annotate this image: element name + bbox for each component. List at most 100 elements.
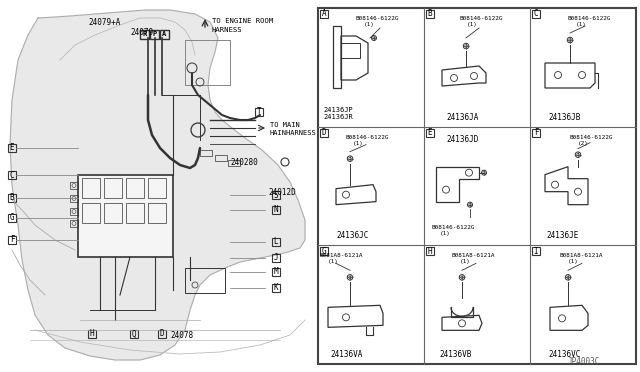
Bar	[150, 30, 159, 39]
Text: B081A8-6121A: B081A8-6121A	[452, 253, 495, 258]
Bar	[185, 40, 230, 85]
Bar	[532, 10, 540, 18]
Bar	[126, 178, 144, 198]
Bar	[532, 247, 540, 255]
Text: (1): (1)	[364, 22, 375, 27]
Bar	[82, 203, 100, 223]
Bar	[320, 129, 328, 137]
Text: (2): (2)	[578, 141, 589, 146]
Bar	[8, 144, 16, 152]
Bar	[272, 206, 280, 214]
Text: 24136VC: 24136VC	[548, 350, 580, 359]
Text: M: M	[274, 267, 278, 276]
Bar	[70, 195, 78, 202]
Text: B081A8-6121A: B081A8-6121A	[560, 253, 604, 258]
Text: I: I	[534, 247, 538, 256]
Text: 24012D: 24012D	[268, 188, 296, 197]
Text: H: H	[90, 330, 94, 339]
Bar	[426, 247, 434, 255]
Text: (1): (1)	[467, 22, 478, 27]
Bar	[228, 160, 240, 166]
Bar	[140, 30, 149, 39]
Bar	[426, 10, 434, 18]
Text: C: C	[534, 10, 538, 19]
Text: H: H	[428, 247, 432, 256]
Text: TO MAIN: TO MAIN	[270, 122, 300, 128]
Bar	[532, 129, 540, 137]
Text: F: F	[10, 235, 14, 244]
Text: 24136JB: 24136JB	[548, 113, 580, 122]
Text: B08146-6122G: B08146-6122G	[432, 225, 476, 230]
Bar	[160, 30, 169, 39]
Text: B08146-6122G: B08146-6122G	[459, 16, 502, 21]
Text: 24136JP: 24136JP	[323, 107, 353, 113]
Text: HAINHARNESS: HAINHARNESS	[270, 130, 317, 136]
Text: (1): (1)	[576, 22, 587, 27]
Text: (1): (1)	[328, 259, 339, 264]
Text: P: P	[152, 32, 157, 38]
Text: B08146-6122G: B08146-6122G	[570, 135, 614, 140]
Text: (1): (1)	[440, 231, 451, 236]
Text: 24136JE: 24136JE	[546, 231, 579, 240]
Text: 24136VB: 24136VB	[439, 350, 472, 359]
Bar	[333, 26, 341, 88]
Text: F: F	[534, 128, 538, 137]
Bar	[130, 330, 138, 338]
Text: (1): (1)	[460, 259, 471, 264]
Text: 24136VA: 24136VA	[330, 350, 362, 359]
Text: (1): (1)	[353, 141, 364, 146]
Bar	[318, 8, 636, 364]
Text: D: D	[322, 128, 326, 137]
Text: T: T	[257, 108, 261, 116]
Bar	[185, 268, 225, 293]
Bar	[272, 268, 280, 276]
Text: E: E	[428, 128, 432, 137]
Text: A: A	[322, 10, 326, 19]
Text: 24079+A: 24079+A	[88, 18, 120, 27]
Text: 24136JC: 24136JC	[336, 231, 369, 240]
Text: E: E	[10, 144, 14, 153]
Text: B08146-6122G: B08146-6122G	[356, 16, 399, 21]
Text: K: K	[274, 283, 278, 292]
Text: HARNESS: HARNESS	[212, 27, 243, 33]
Text: J: J	[274, 253, 278, 263]
Bar	[70, 208, 78, 215]
Text: C: C	[10, 170, 14, 180]
Text: 24136JD: 24136JD	[446, 135, 478, 144]
Text: B081A8-6121A: B081A8-6121A	[320, 253, 364, 258]
Text: R: R	[142, 32, 147, 38]
Bar	[8, 171, 16, 179]
Text: G: G	[10, 214, 14, 222]
Text: Q: Q	[132, 330, 136, 339]
Text: G: G	[322, 247, 326, 256]
Bar	[70, 182, 78, 189]
Polygon shape	[10, 10, 305, 360]
Bar	[320, 10, 328, 18]
Bar	[78, 175, 173, 257]
Text: 24078: 24078	[170, 331, 193, 340]
Bar	[426, 129, 434, 137]
Text: B08146-6122G: B08146-6122G	[346, 135, 390, 140]
Text: D: D	[160, 330, 164, 339]
Text: A: A	[163, 32, 166, 38]
Text: 24136JA: 24136JA	[446, 113, 478, 122]
Bar	[320, 247, 328, 255]
Bar	[272, 284, 280, 292]
Bar	[104, 178, 122, 198]
Bar	[82, 178, 100, 198]
Text: B: B	[10, 193, 14, 202]
Bar	[8, 214, 16, 222]
Bar	[148, 178, 166, 198]
Text: 24136JR: 24136JR	[323, 114, 353, 120]
Bar	[8, 236, 16, 244]
Bar	[158, 330, 166, 338]
Bar	[148, 203, 166, 223]
Text: S: S	[274, 190, 278, 199]
Text: B: B	[428, 10, 432, 19]
Text: B08146-6122G: B08146-6122G	[568, 16, 611, 21]
Bar	[185, 40, 230, 85]
Bar	[70, 220, 78, 227]
Text: N: N	[274, 205, 278, 215]
Text: (1): (1)	[568, 259, 579, 264]
Bar	[200, 150, 212, 156]
